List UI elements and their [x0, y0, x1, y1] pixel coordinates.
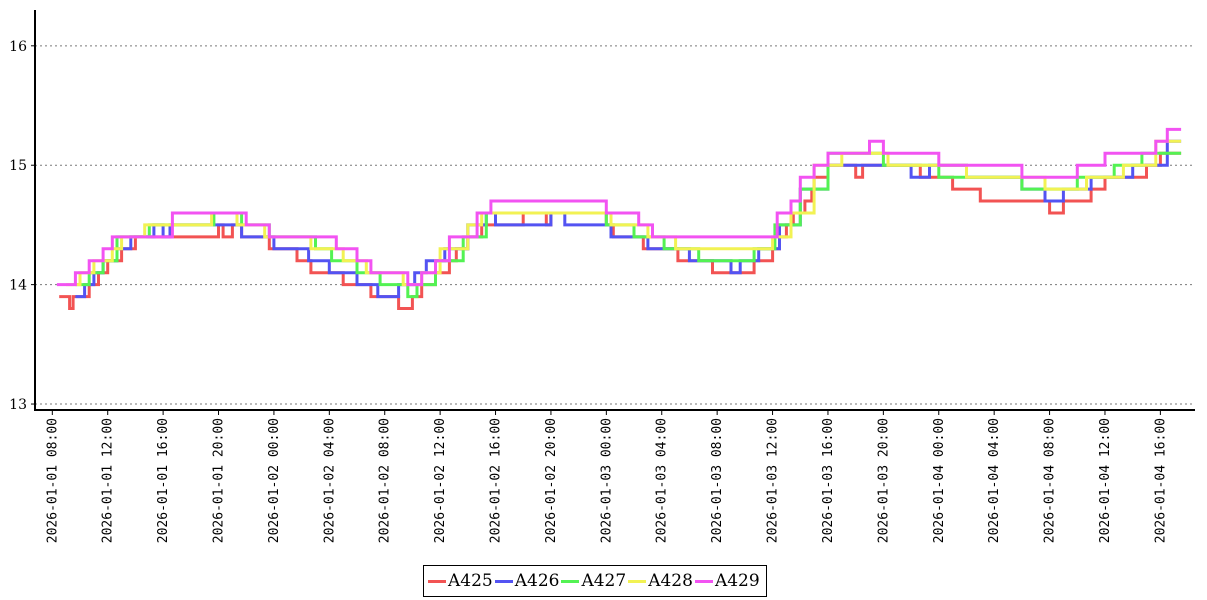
legend-swatch	[561, 579, 580, 583]
legend-item-a426: A426	[494, 571, 560, 591]
x-tick-label: 2026-01-04 12:00	[1098, 418, 1113, 543]
legend-label: A427	[581, 571, 627, 591]
x-tick-label: 2026-01-03 08:00	[710, 418, 725, 543]
x-tick-label: 2026-01-03 20:00	[876, 418, 891, 543]
y-tick-label: 14	[9, 278, 27, 294]
x-tick-label: 2026-01-02 00:00	[267, 418, 282, 543]
x-tick-label: 2026-01-02 04:00	[322, 418, 337, 543]
axes	[34, 10, 1195, 415]
x-tick-label: 2026-01-01 08:00	[45, 418, 60, 543]
legend-item-a428: A428	[628, 571, 693, 591]
x-tick-label: 2026-01-04 00:00	[932, 418, 947, 543]
legend-swatch	[428, 579, 446, 583]
y-tick-label: 16	[9, 39, 27, 55]
x-tick-label: 2026-01-03 16:00	[821, 418, 836, 543]
legend-swatch	[494, 579, 513, 583]
x-tick-label: 2026-01-02 12:00	[433, 418, 448, 543]
x-tick-label: 2026-01-02 16:00	[489, 418, 504, 543]
x-tick-labels: 2026-01-01 08:00 2026-01-01 12:00 2026-01-…	[45, 418, 1168, 543]
x-tick-label: 2026-01-02 08:00	[378, 418, 393, 543]
y-tick-label: 15	[9, 158, 27, 174]
x-tick-label: 2026-01-04 16:00	[1153, 418, 1168, 543]
legend-label: A426	[514, 571, 560, 591]
legend-item-a425: A425	[428, 571, 493, 591]
legend-swatch	[694, 579, 713, 583]
x-tick-label: 2026-01-01 20:00	[212, 418, 227, 543]
series-lines	[56, 127, 1182, 310]
x-tick-label: 2026-01-03 00:00	[599, 418, 614, 543]
x-tick-label: 2026-01-02 20:00	[544, 418, 559, 543]
legend-label: A425	[448, 571, 493, 591]
legend: A425 A426 A427 A428 A429	[423, 565, 767, 597]
legend-item-a429: A429	[694, 571, 760, 591]
x-tick-label: 2026-01-04 04:00	[987, 418, 1002, 543]
x-tick-label: 2026-01-01 16:00	[156, 418, 171, 543]
y-tick-label: 13	[9, 397, 27, 413]
legend-label: A429	[714, 571, 760, 591]
legend-swatch	[628, 579, 647, 583]
x-tick-label: 2026-01-04 08:00	[1043, 418, 1058, 543]
x-tick-label: 2026-01-03 12:00	[766, 418, 781, 543]
legend-item-a427: A427	[561, 571, 626, 591]
x-tick-label: 2026-01-01 12:00	[101, 418, 116, 543]
legend-label: A428	[648, 571, 693, 591]
x-tick-label: 2026-01-03 04:00	[655, 418, 670, 543]
y-tick-labels: 13 14 15 16	[9, 39, 27, 413]
series-line-a429	[56, 127, 1182, 287]
